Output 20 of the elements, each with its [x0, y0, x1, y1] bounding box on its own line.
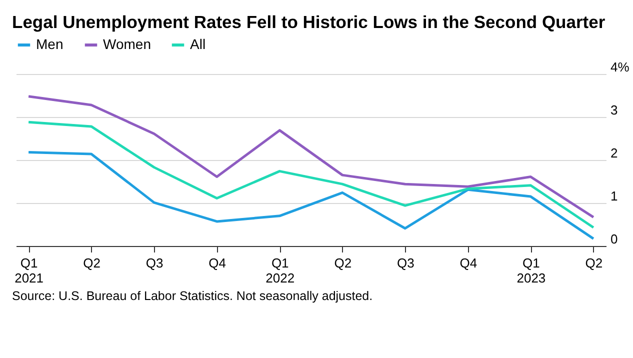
x-tick-label: Q2: [585, 256, 603, 270]
y-tick-label: 0: [610, 232, 618, 246]
y-tick-label: 2: [610, 146, 618, 160]
y-tick-label: 3: [610, 102, 618, 118]
x-tick-label: Q2: [334, 256, 352, 270]
chart-title: Legal Unemployment Rates Fell to Historic Lows in the Second Quarter: [11, 11, 606, 33]
x-tick-label: Q4: [208, 256, 226, 270]
x-tick-label: Q3: [146, 256, 164, 270]
x-tick-label: Q1 2023: [516, 256, 546, 286]
legend-label: All: [190, 36, 206, 52]
y-tick-label: 4%: [610, 60, 630, 74]
x-tick-label: Q1 2021: [14, 256, 44, 286]
source-note: Source: U.S. Bureau of Labor Statistics. Not seasonally adjusted.: [11, 288, 374, 303]
x-tick-label: Q4: [460, 256, 478, 270]
legend-label: Men: [36, 36, 64, 52]
y-tick-label: 1: [610, 188, 618, 204]
legend-label: Women: [103, 36, 151, 52]
x-tick-label: Q1 2022: [266, 256, 295, 286]
x-tick-label: Q2: [83, 256, 100, 270]
x-tick-label: Q3: [396, 256, 414, 270]
